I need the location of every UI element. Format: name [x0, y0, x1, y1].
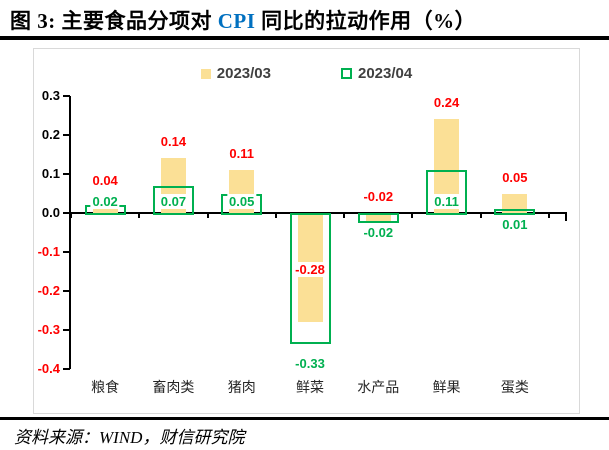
bar-2023-04-2 [152, 185, 194, 215]
x-axis-end-tick [565, 214, 567, 221]
y-tick-label: -0.2 [37, 283, 60, 298]
y-tick-label: -0.3 [37, 322, 60, 337]
y-axis-tick [63, 368, 70, 370]
y-tick-label: 0.3 [41, 88, 60, 103]
y-tick-label: -0.1 [37, 244, 60, 259]
x-axis-tick [70, 214, 72, 218]
category-label: 猪肉 [227, 379, 256, 395]
bar-2023-04-6 [426, 170, 468, 215]
x-axis-tick [206, 214, 209, 218]
legend-label-2023-03: 2023/03 [216, 65, 271, 82]
y-axis-tick [63, 290, 70, 292]
value-label: 0.04 [90, 173, 120, 189]
y-tick-label: -0.4 [37, 361, 60, 376]
y-axis-tick [63, 173, 70, 175]
value-label: -0.02 [361, 189, 396, 204]
bar-2023-03-7 [502, 193, 528, 213]
x-axis-tick [411, 214, 414, 218]
y-tick-label: 0.0 [41, 205, 60, 220]
x-axis-tick [479, 214, 482, 218]
y-tick-label: 0.2 [41, 127, 60, 142]
category-label: 鲜菜 [295, 379, 324, 395]
page-title: 图 3: 主要食品分项对 CPI 同比的拉动作用（%） [10, 5, 602, 35]
y-axis-tick [63, 95, 70, 97]
x-axis-tick [274, 214, 277, 218]
legend-item-2023-04: 2023/04 [341, 65, 412, 82]
category-label: 粮食 [91, 379, 120, 395]
legend-label-2023-04: 2023/04 [358, 65, 413, 82]
value-label: 0.02 [90, 194, 120, 209]
legend-item-2023-03: 2023/03 [200, 65, 271, 82]
bar-2023-03-5 [365, 213, 391, 221]
legend-swatch-filled [200, 68, 211, 79]
y-axis-tick [63, 329, 70, 331]
bar-2023-04-7 [494, 209, 536, 215]
value-label: 0.14 [158, 134, 189, 150]
title-divider [0, 36, 609, 40]
value-label: 0.05 [500, 169, 530, 185]
y-tick-label: 0.1 [41, 166, 60, 181]
bar-2023-04-4 [289, 213, 331, 344]
y-axis-tick [63, 212, 70, 214]
x-axis-tick [343, 214, 346, 218]
legend-swatch-outline [341, 68, 352, 79]
category-label: 蛋类 [500, 379, 529, 395]
y-axis-tick [63, 251, 70, 253]
title-highlight: CPI [217, 9, 256, 33]
footer-divider [0, 417, 609, 420]
value-label: 0.01 [500, 217, 530, 232]
value-label: 0.11 [432, 194, 461, 209]
category-label: 水产品 [357, 379, 400, 395]
value-label: -0.28 [293, 261, 327, 277]
bar-2023-04-5 [357, 213, 399, 223]
source-note: 资料来源：WIND，财信研究院 [14, 428, 245, 447]
value-label: 0.05 [227, 194, 257, 209]
chart-panel: 2023/03 2023/04 0.3 0.2 0.1 0.0 -0.1 -0.2 -0.3… [33, 48, 580, 414]
legend: 2023/03 2023/04 [34, 65, 579, 82]
value-label: -0.02 [361, 224, 396, 240]
y-axis [69, 96, 71, 369]
value-label: -0.33 [293, 355, 327, 371]
x-axis-tick [138, 214, 141, 218]
plot-area: 0.3 0.2 0.1 0.0 -0.1 -0.2 -0.3 -0.4 粮食 畜肉类 猪肉 鲜菜 水产品… [34, 49, 579, 413]
category-label: 畜肉类 [152, 379, 195, 395]
y-axis-tick [63, 134, 70, 136]
value-label: 0.07 [158, 194, 189, 209]
value-label: 0.24 [431, 95, 462, 111]
category-label: 鲜果 [432, 379, 461, 395]
value-label: 0.11 [227, 146, 256, 162]
title-suffix: 同比的拉动作用（%） [255, 9, 477, 33]
x-axis-tick [548, 214, 550, 218]
title-prefix: 图 3: 主要食品分项对 [10, 9, 218, 33]
